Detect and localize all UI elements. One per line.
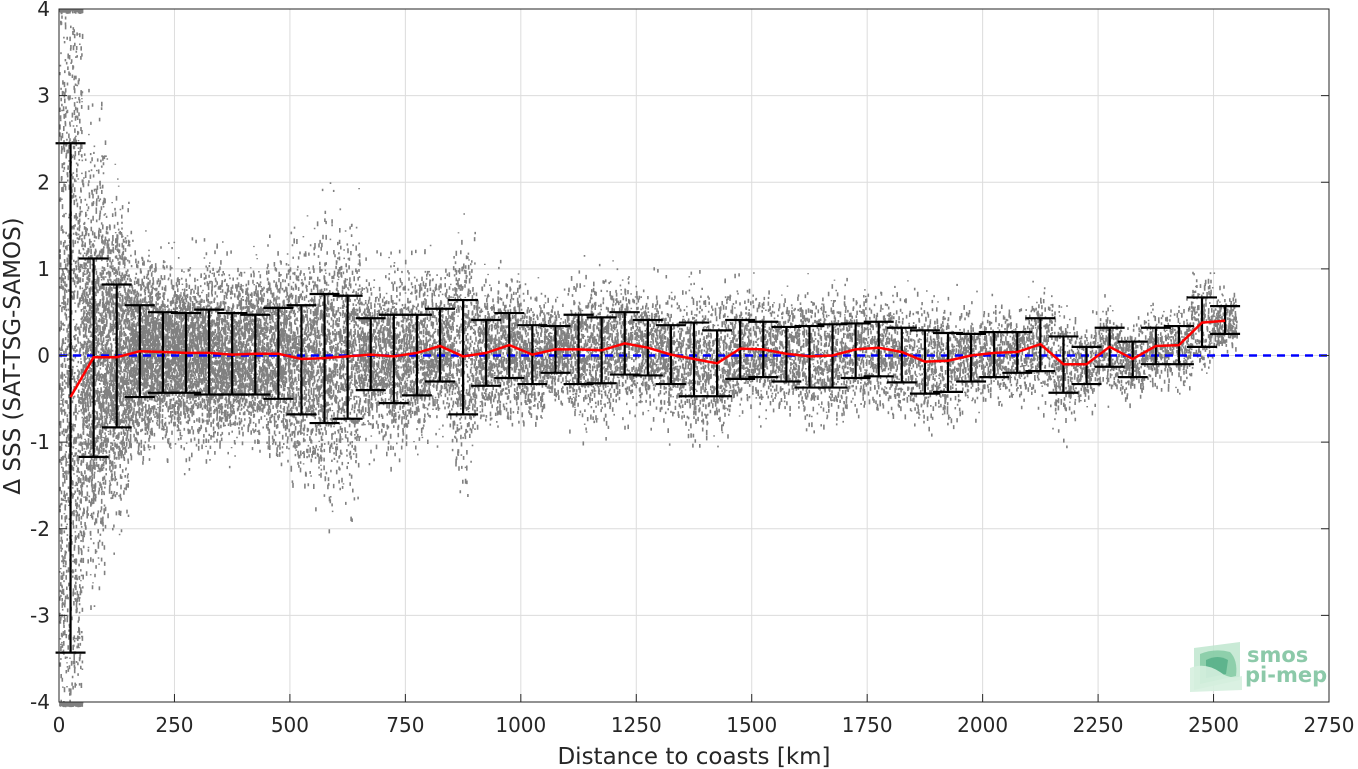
- y-axis-ticks: -4 -3 -2 -1 0 1 2 3 4: [30, 0, 1329, 714]
- x-tick-label: 2750: [1304, 713, 1355, 737]
- error-bar: [1210, 305, 1241, 335]
- mean-line: [69, 319, 1226, 398]
- x-tick-label: 500: [271, 713, 309, 737]
- error-bar: [55, 142, 86, 654]
- x-tick-label: 1000: [495, 713, 546, 737]
- y-tick-label: 0: [37, 344, 50, 368]
- error-bar: [1071, 345, 1102, 386]
- x-tick-label: 0: [53, 713, 66, 737]
- x-tick-label: 1250: [611, 713, 662, 737]
- x-tick-label: 750: [386, 713, 424, 737]
- error-bar: [956, 332, 987, 383]
- x-tick-label: 2000: [957, 713, 1008, 737]
- error-bar: [886, 326, 917, 384]
- logo-line1: smos: [1247, 643, 1308, 667]
- x-axis-ticks: 0 250 500 750 1000 1250 1500 1750 2000 2250 2500 27…: [53, 694, 1355, 737]
- y-tick-label: 3: [37, 84, 50, 108]
- x-tick-label: 250: [155, 713, 193, 737]
- smos-pi-mep-logo: smos pi-mep: [1190, 642, 1327, 692]
- x-tick-label: 2250: [1073, 713, 1124, 737]
- logo-waves-icon: [1190, 642, 1242, 692]
- mean-series-line: [69, 319, 1226, 398]
- x-tick-label: 1750: [842, 713, 893, 737]
- x-axis-label: Distance to coasts [km]: [557, 744, 830, 769]
- x-tick-label: 1500: [726, 713, 777, 737]
- y-tick-label: -4: [30, 690, 50, 714]
- y-tick-label: -3: [30, 603, 50, 627]
- x-tick-label: 2500: [1188, 713, 1239, 737]
- y-tick-label: 4: [37, 0, 50, 21]
- logo-line2: pi-mep: [1245, 663, 1327, 687]
- y-tick-label: -2: [30, 517, 50, 541]
- error-bar: [840, 322, 871, 380]
- error-bar: [401, 313, 432, 397]
- y-tick-label: 2: [37, 170, 50, 194]
- error-bar: [863, 320, 894, 378]
- y-axis-label: Δ SSS (SAT-TSG-SAMOS): [0, 217, 26, 494]
- y-tick-label: 1: [37, 257, 50, 281]
- y-tick-label: -1: [30, 430, 50, 454]
